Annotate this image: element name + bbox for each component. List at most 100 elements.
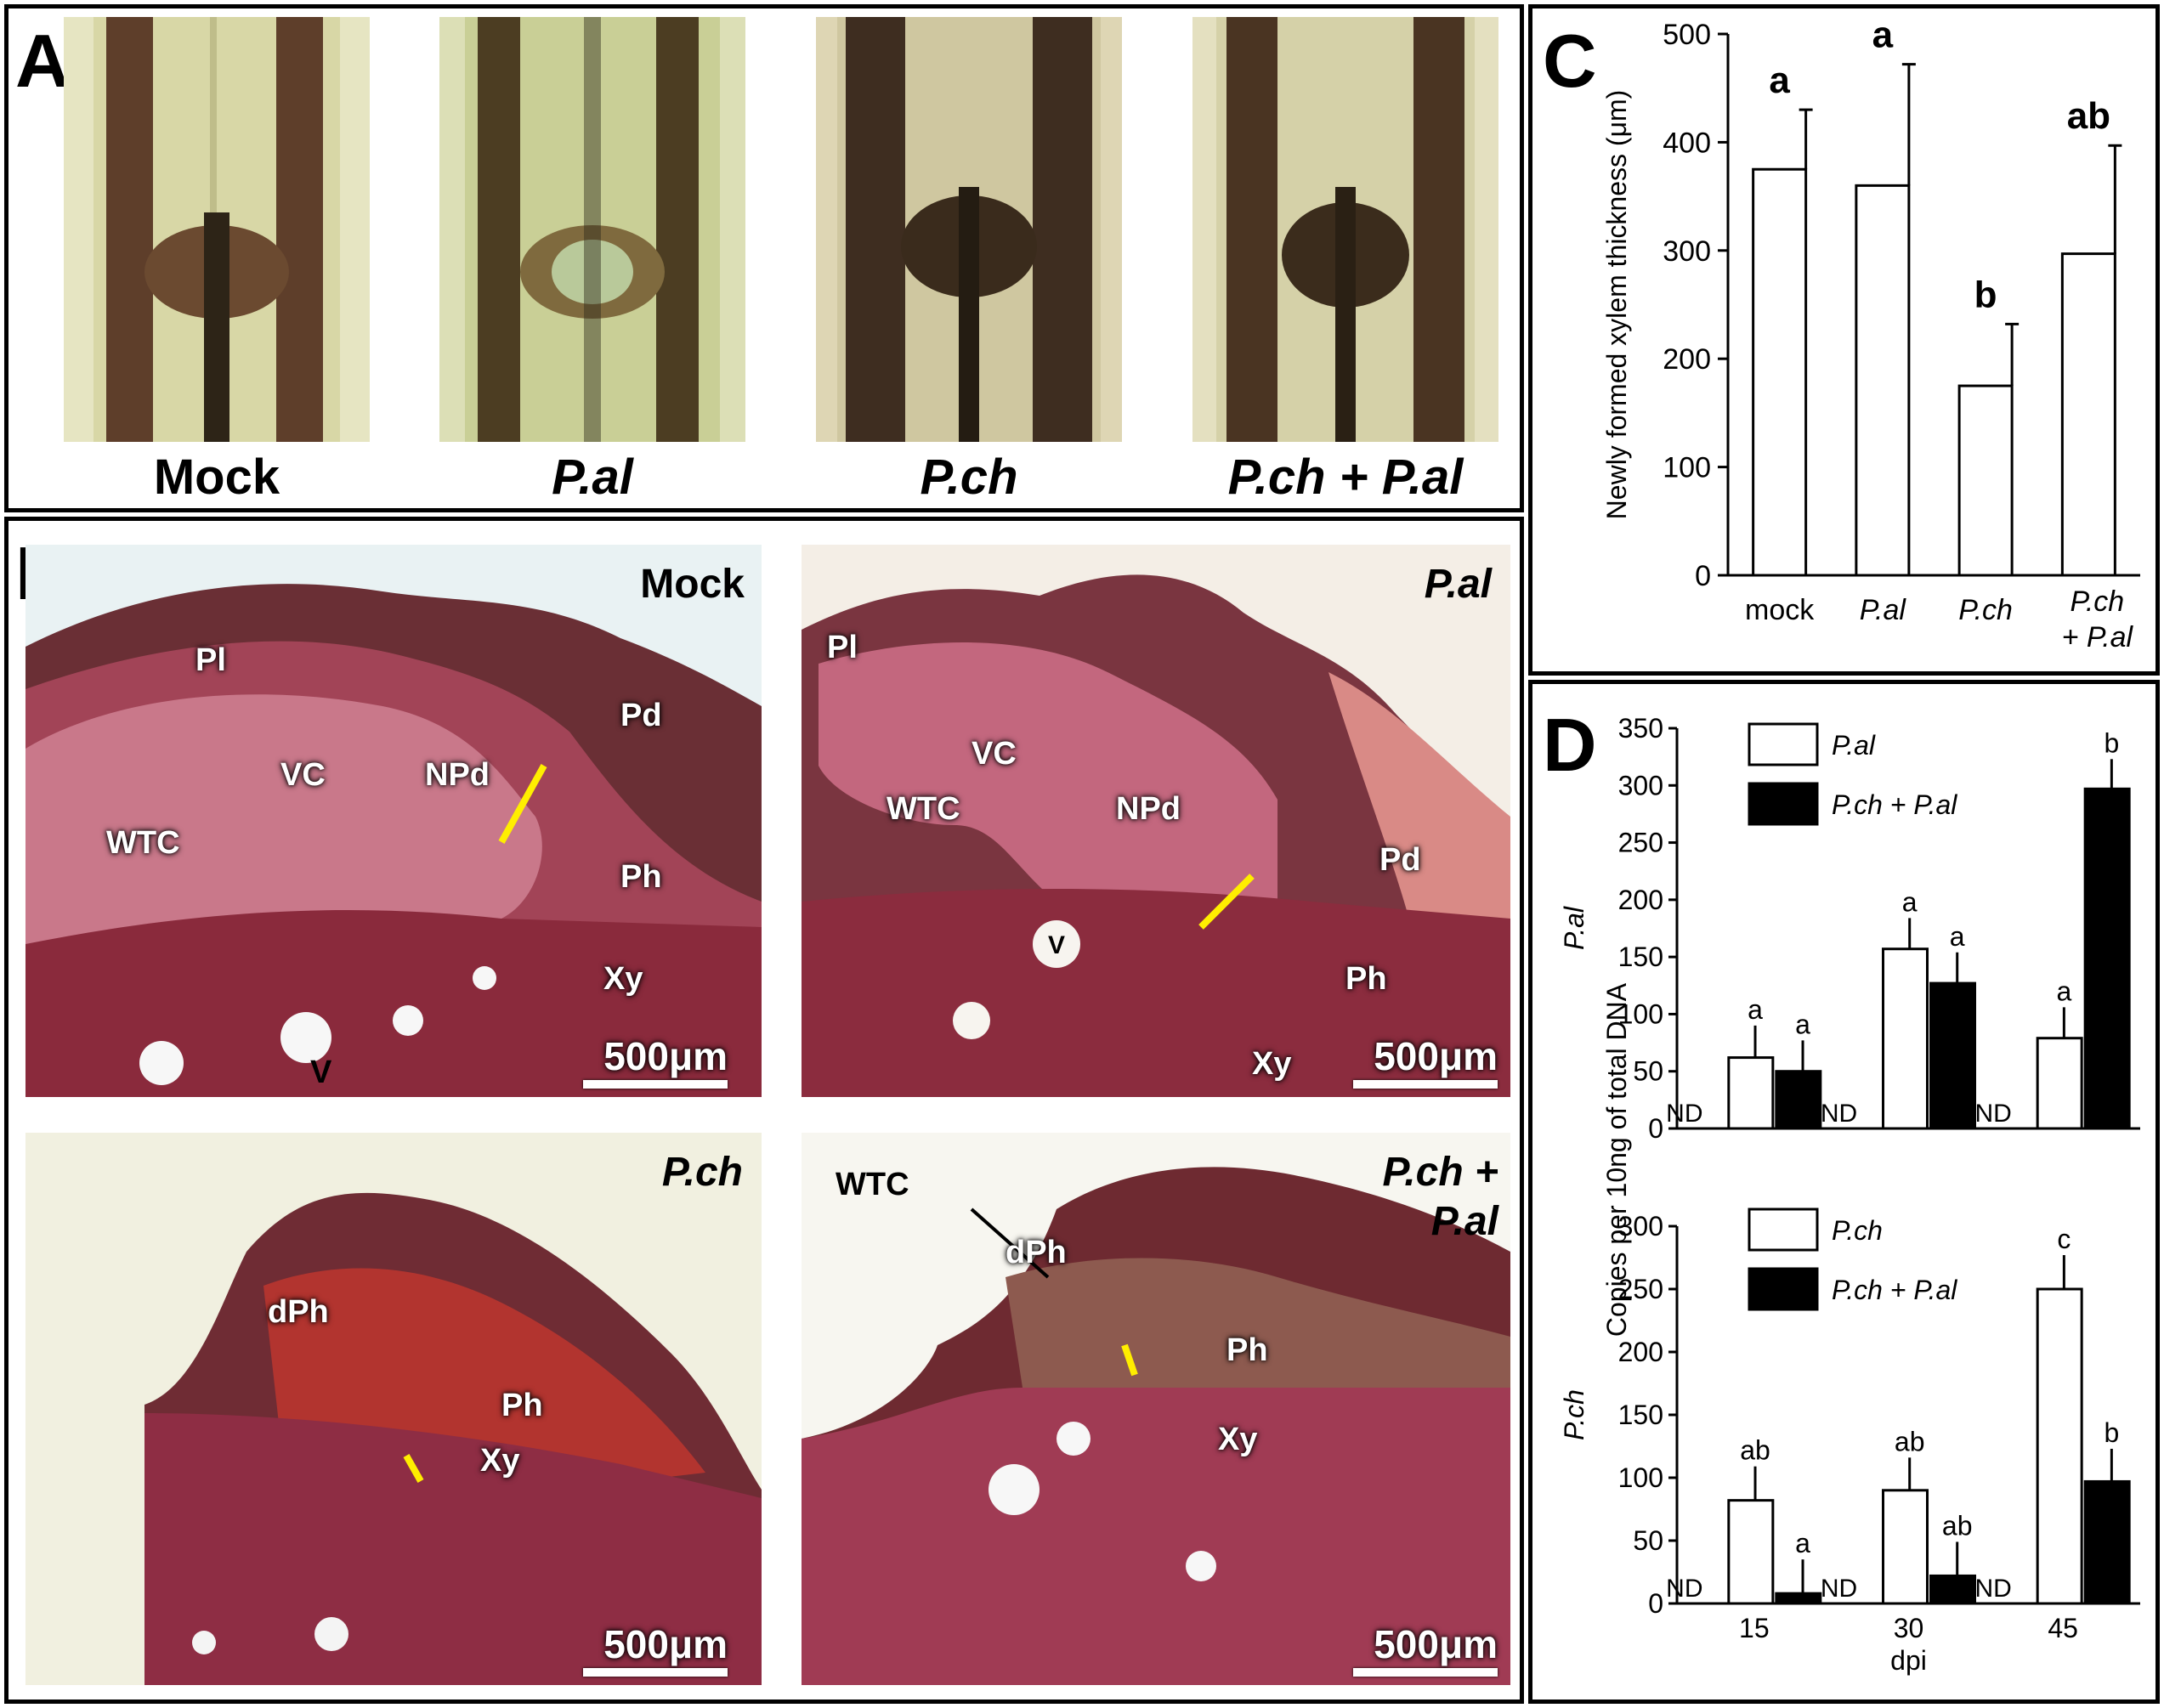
scale-bar-label: 500μm [603,1034,728,1078]
panel-c: C 0 100 200 300 400 500 Newly formed xylem thi… [1528,4,2160,676]
micrograph-mock: Mock Pl VC NPd Pd WTC Ph Xy V 500μm [25,545,762,1097]
y-tick-label: 100 [1618,998,1663,1029]
panel-label-d: D [1543,703,1597,787]
label-ph: Ph [1226,1332,1268,1368]
nd-label: ND [1666,1575,1702,1603]
label-xy: Xy [480,1443,520,1479]
y-axis-title: Newly formed xylem thickness (μm) [1601,90,1632,520]
label-wtc: WTC [836,1167,909,1202]
y-axis-title: P.al [1559,906,1589,950]
y-tick-label: 0 [1648,1113,1663,1144]
legend-label: P.ch + P.al [1832,1275,1957,1305]
label-npd: NPd [425,757,490,793]
label-pd: Pd [1379,842,1421,878]
nd-label: ND [1821,1100,1857,1128]
label-dph: dPh [1006,1235,1067,1270]
label-dph: dPh [268,1294,329,1330]
shared-y-axis-title: Copies per 10ng of total DNA [1601,982,1632,1337]
scale-bar-label: 500μm [603,1622,728,1666]
scale-bar-label: 500μm [1374,1622,1498,1666]
x-tick-label: 30 [1894,1613,1924,1643]
panel-b: B Mock Pl VC NPd Pd WTC Ph Xy V 500μm [4,517,1524,1704]
bar [2083,1479,2131,1605]
nd-label: ND [1666,1100,1702,1128]
label-ph: Ph [620,859,662,895]
y-tick-label: 300 [1618,1211,1663,1241]
scale-bar [583,1080,728,1089]
legend-swatch [1748,782,1819,826]
scale-bar [583,1668,728,1677]
label-ph: Ph [1345,961,1387,997]
significance-letter: b [1974,274,1997,315]
bar [1882,1489,1929,1605]
legend-swatch [1748,1207,1819,1252]
y-tick-label: 200 [1618,885,1663,915]
stem-photo-mock [64,17,370,442]
x-axis-title: dpi [1890,1645,1927,1676]
bar [1727,1056,1775,1130]
label-wtc: WTC [887,791,960,827]
bar [2036,1287,2083,1605]
x-tick-label: P.al [1860,594,1907,626]
label-v: V [310,1055,332,1090]
caption-pch: P.ch [920,450,1018,505]
bar [1775,1070,1822,1130]
significance-letter: c [2057,1224,2071,1254]
bar [1882,947,1929,1130]
label-npd: NPd [1116,791,1181,827]
significance-letter: a [1872,14,1894,56]
micrograph-title: Mock [640,562,745,607]
legend-swatch [1748,1267,1819,1311]
label-wtc: WTC [106,825,180,861]
legend-label: P.al [1832,730,1876,761]
y-tick-label: 50 [1633,1525,1663,1556]
bar [1929,981,1976,1130]
bar [2060,252,2116,577]
nd-label: ND [1821,1575,1857,1603]
scale-bar [1353,1668,1498,1677]
significance-letter: a [1769,59,1790,101]
y-tick-label: 300 [1618,770,1663,800]
x-tick-label: mock [1745,594,1815,626]
label-xy: Xy [603,961,643,997]
label-vc: VC [280,757,326,793]
caption-mock: Mock [153,450,280,505]
y-tick-label: 150 [1618,942,1663,972]
micrograph-title-line1: P.ch + [1382,1150,1498,1195]
bar [1775,1592,1822,1605]
significance-letter: b [2104,1417,2119,1448]
y-tick-label: 400 [1663,127,1711,159]
significance-letter: ab [1740,1435,1770,1466]
y-tick-label: 200 [1618,1337,1663,1367]
y-tick-label: 150 [1618,1400,1663,1430]
micrograph-title: P.al [1424,562,1492,607]
y-tick-label: 200 [1663,343,1711,376]
significance-letter: ab [1895,1426,1925,1456]
stem-photo-pal [439,17,745,442]
y-tick-label: 500 [1663,19,1711,51]
label-xy: Xy [1218,1422,1258,1457]
bar [1929,1574,1976,1605]
significance-letter: a [2056,976,2071,1006]
scale-bar [1353,1080,1498,1089]
nd-label: ND [1974,1100,2011,1128]
bar [1855,184,1911,577]
micrograph-title-line2: P.al [1430,1199,1498,1244]
bar [1727,1499,1775,1605]
label-xy: Xy [1252,1046,1292,1082]
y-tick-label: 350 [1618,713,1663,744]
bar [2083,787,2131,1130]
y-axis-title: P.ch [1559,1389,1589,1440]
scale-bar-label: 500μm [1374,1034,1498,1078]
stem-photo-pch [816,17,1122,442]
y-tick-label: 0 [1648,1588,1663,1619]
y-tick-label: 250 [1618,1274,1663,1304]
bar [2036,1037,2083,1130]
label-pl: Pl [195,642,226,678]
caption-pal: P.al [552,450,633,505]
panel-a: A [4,4,1524,512]
y-tick-label: 100 [1618,1462,1663,1493]
nd-label: ND [1974,1575,2011,1603]
x-tick-label: P.ch [1958,594,2013,626]
